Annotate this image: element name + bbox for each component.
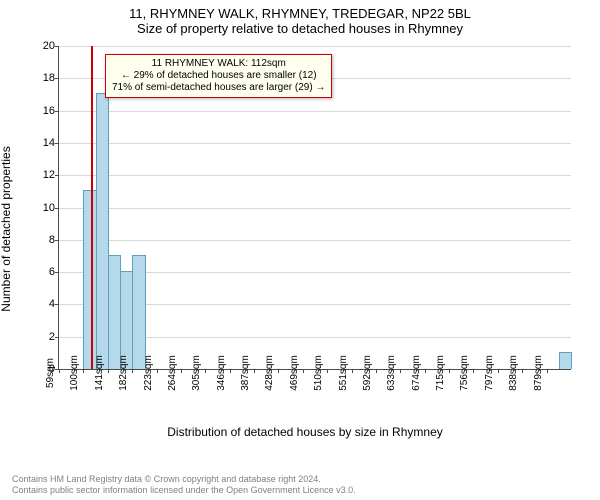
xtick-label: 428sqm (264, 355, 275, 391)
ytick-mark (55, 208, 59, 209)
ytick-mark (55, 78, 59, 79)
footnote-line2: Contains public sector information licen… (12, 485, 356, 496)
xtick-label: 264sqm (167, 355, 178, 391)
ytick-mark (55, 337, 59, 338)
xtick-label: 59sqm (45, 358, 56, 388)
ytick-label: 2 (49, 331, 55, 343)
chart: Number of detached properties 0246810121… (40, 46, 570, 411)
xtick-mark (278, 369, 279, 373)
annotation-line3: 71% of semi-detached houses are larger (… (112, 82, 325, 94)
bar (132, 255, 146, 369)
xtick-mark (205, 369, 206, 373)
xtick-mark (181, 369, 182, 373)
ytick-label: 20 (43, 40, 55, 52)
xtick-label: 633sqm (386, 355, 397, 391)
xtick-label: 469sqm (289, 355, 300, 391)
xtick-mark (327, 369, 328, 373)
ytick-label: 14 (43, 137, 55, 149)
xtick-label: 182sqm (118, 355, 129, 391)
xtick-label: 592sqm (362, 355, 373, 391)
xtick-mark (132, 369, 133, 373)
ytick-label: 12 (43, 169, 55, 181)
xtick-mark (449, 369, 450, 373)
ytick-mark (55, 111, 59, 112)
xtick-label: 797sqm (484, 355, 495, 391)
xtick-mark (157, 369, 158, 373)
xtick-label: 715sqm (435, 355, 446, 391)
annotation-box: 11 RHYMNEY WALK: 112sqm ← 29% of detache… (105, 54, 332, 98)
xtick-mark (376, 369, 377, 373)
y-axis-label: Number of detached properties (0, 146, 13, 311)
xtick-label: 223sqm (143, 355, 154, 391)
ytick-label: 4 (49, 298, 55, 310)
bar (559, 352, 573, 369)
xtick-mark (303, 369, 304, 373)
footnote-line1: Contains HM Land Registry data © Crown c… (12, 474, 356, 485)
xtick-mark (352, 369, 353, 373)
xtick-mark (254, 369, 255, 373)
gridline (59, 175, 571, 176)
ytick-label: 16 (43, 105, 55, 117)
ytick-mark (55, 175, 59, 176)
ytick-mark (55, 240, 59, 241)
annotation-line1: 11 RHYMNEY WALK: 112sqm (112, 58, 325, 70)
xtick-label: 551sqm (338, 355, 349, 391)
ytick-mark (55, 46, 59, 47)
subtitle: Size of property relative to detached ho… (0, 21, 600, 36)
xtick-mark (59, 369, 60, 373)
annotation-line2: ← 29% of detached houses are smaller (12… (112, 70, 325, 82)
xtick-mark (522, 369, 523, 373)
ytick-label: 10 (43, 202, 55, 214)
ytick-mark (55, 143, 59, 144)
x-axis-label: Distribution of detached houses by size … (167, 425, 442, 439)
gridline (59, 46, 571, 47)
xtick-mark (230, 369, 231, 373)
xtick-label: 100sqm (69, 355, 80, 391)
ytick-label: 18 (43, 72, 55, 84)
xtick-label: 674sqm (411, 355, 422, 391)
ytick-label: 8 (49, 234, 55, 246)
xtick-label: 346sqm (216, 355, 227, 391)
gridline (59, 143, 571, 144)
xtick-label: 141sqm (94, 355, 105, 391)
xtick-mark (473, 369, 474, 373)
marker-line (91, 46, 93, 369)
xtick-label: 510sqm (313, 355, 324, 391)
xtick-label: 879sqm (533, 355, 544, 391)
xtick-mark (400, 369, 401, 373)
gridline (59, 208, 571, 209)
gridline (59, 240, 571, 241)
xtick-label: 838sqm (508, 355, 519, 391)
xtick-label: 387sqm (240, 355, 251, 391)
gridline (59, 111, 571, 112)
xtick-label: 756sqm (459, 355, 470, 391)
xtick-mark (425, 369, 426, 373)
xtick-mark (498, 369, 499, 373)
address-line: 11, RHYMNEY WALK, RHYMNEY, TREDEGAR, NP2… (0, 0, 600, 21)
ytick-mark (55, 304, 59, 305)
xtick-mark (108, 369, 109, 373)
xtick-mark (547, 369, 548, 373)
xtick-mark (83, 369, 84, 373)
plot-area: 0246810121416182059sqm100sqm141sqm182sqm… (58, 46, 571, 370)
ytick-mark (55, 272, 59, 273)
ytick-label: 6 (49, 266, 55, 278)
xtick-label: 305sqm (191, 355, 202, 391)
footnote: Contains HM Land Registry data © Crown c… (12, 474, 356, 496)
